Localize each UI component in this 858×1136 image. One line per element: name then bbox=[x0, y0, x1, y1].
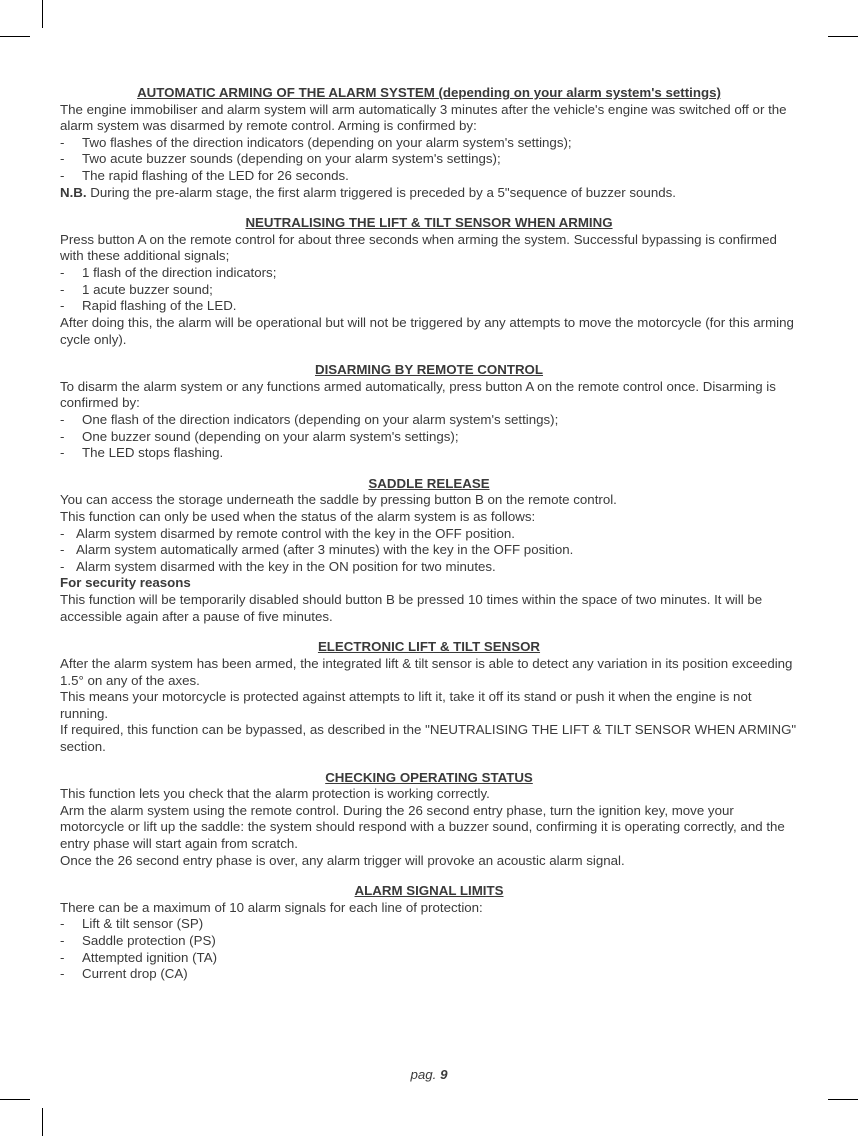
crop-mark bbox=[42, 1108, 43, 1136]
list-item: The rapid flashing of the LED for 26 sec… bbox=[60, 168, 798, 185]
page-content: AUTOMATIC ARMING OF THE ALARM SYSTEM (de… bbox=[60, 85, 798, 1046]
heading-neutralising: NEUTRALISING THE LIFT & TILT SENSOR WHEN… bbox=[60, 215, 798, 232]
para: The engine immobiliser and alarm system … bbox=[60, 102, 798, 135]
list-item: Two flashes of the direction indicators … bbox=[60, 135, 798, 152]
para: To disarm the alarm system or any functi… bbox=[60, 379, 798, 412]
para: Arm the alarm system using the remote co… bbox=[60, 803, 798, 853]
list-limits: Lift & tilt sensor (SP) Saddle protectio… bbox=[60, 916, 798, 982]
security-label: For security reasons bbox=[60, 575, 798, 592]
para: This function will be temporarily disabl… bbox=[60, 592, 798, 625]
list-item: Alarm system automatically armed (after … bbox=[60, 542, 798, 559]
para: If required, this function can be bypass… bbox=[60, 722, 798, 755]
section-auto-arming: AUTOMATIC ARMING OF THE ALARM SYSTEM (de… bbox=[60, 85, 798, 201]
para: Press button A on the remote control for… bbox=[60, 232, 798, 265]
list-item: Two acute buzzer sounds (depending on yo… bbox=[60, 151, 798, 168]
crop-mark bbox=[828, 36, 858, 37]
section-saddle: SADDLE RELEASE You can access the storag… bbox=[60, 476, 798, 625]
para: This means your motorcycle is protected … bbox=[60, 689, 798, 722]
para: After doing this, the alarm will be oper… bbox=[60, 315, 798, 348]
list-item: Current drop (CA) bbox=[60, 966, 798, 983]
section-disarming: DISARMING BY REMOTE CONTROL To disarm th… bbox=[60, 362, 798, 462]
list-item: Alarm system disarmed with the key in th… bbox=[60, 559, 798, 576]
list-disarming: One flash of the direction indicators (d… bbox=[60, 412, 798, 462]
list-neutralising: 1 flash of the direction indicators; 1 a… bbox=[60, 265, 798, 315]
list-saddle: Alarm system disarmed by remote control … bbox=[60, 526, 798, 576]
nb-label: N.B. bbox=[60, 185, 87, 200]
heading-checking: CHECKING OPERATING STATUS bbox=[60, 770, 798, 787]
section-checking: CHECKING OPERATING STATUS This function … bbox=[60, 770, 798, 870]
para: This function can only be used when the … bbox=[60, 509, 798, 526]
nb-text: During the pre-alarm stage, the first al… bbox=[87, 185, 676, 200]
list-item: One flash of the direction indicators (d… bbox=[60, 412, 798, 429]
para: You can access the storage underneath th… bbox=[60, 492, 798, 509]
page-label: pag. bbox=[411, 1067, 441, 1082]
heading-auto-arming: AUTOMATIC ARMING OF THE ALARM SYSTEM (de… bbox=[60, 85, 798, 102]
section-neutralising: NEUTRALISING THE LIFT & TILT SENSOR WHEN… bbox=[60, 215, 798, 348]
para: There can be a maximum of 10 alarm signa… bbox=[60, 900, 798, 917]
list-item: Alarm system disarmed by remote control … bbox=[60, 526, 798, 543]
heading-sensor: ELECTRONIC LIFT & TILT SENSOR bbox=[60, 639, 798, 656]
list-item: 1 acute buzzer sound; bbox=[60, 282, 798, 299]
list-auto-arming: Two flashes of the direction indicators … bbox=[60, 135, 798, 185]
crop-mark bbox=[0, 36, 30, 37]
section-limits: ALARM SIGNAL LIMITS There can be a maxim… bbox=[60, 883, 798, 983]
heading-disarming: DISARMING BY REMOTE CONTROL bbox=[60, 362, 798, 379]
section-sensor: ELECTRONIC LIFT & TILT SENSOR After the … bbox=[60, 639, 798, 755]
para: After the alarm system has been armed, t… bbox=[60, 656, 798, 689]
crop-mark bbox=[0, 1099, 30, 1100]
list-item: 1 flash of the direction indicators; bbox=[60, 265, 798, 282]
list-item: Saddle protection (PS) bbox=[60, 933, 798, 950]
para: Once the 26 second entry phase is over, … bbox=[60, 853, 798, 870]
list-item: Rapid flashing of the LED. bbox=[60, 298, 798, 315]
page-footer: pag. 9 bbox=[0, 1067, 858, 1082]
list-item: The LED stops flashing. bbox=[60, 445, 798, 462]
page-number: 9 bbox=[440, 1067, 447, 1082]
para: This function lets you check that the al… bbox=[60, 786, 798, 803]
list-item: Lift & tilt sensor (SP) bbox=[60, 916, 798, 933]
para-nb: N.B. During the pre-alarm stage, the fir… bbox=[60, 185, 798, 202]
crop-mark bbox=[42, 0, 43, 28]
heading-saddle: SADDLE RELEASE bbox=[60, 476, 798, 493]
list-item: One buzzer sound (depending on your alar… bbox=[60, 429, 798, 446]
list-item: Attempted ignition (TA) bbox=[60, 950, 798, 967]
heading-limits: ALARM SIGNAL LIMITS bbox=[60, 883, 798, 900]
crop-mark bbox=[828, 1099, 858, 1100]
